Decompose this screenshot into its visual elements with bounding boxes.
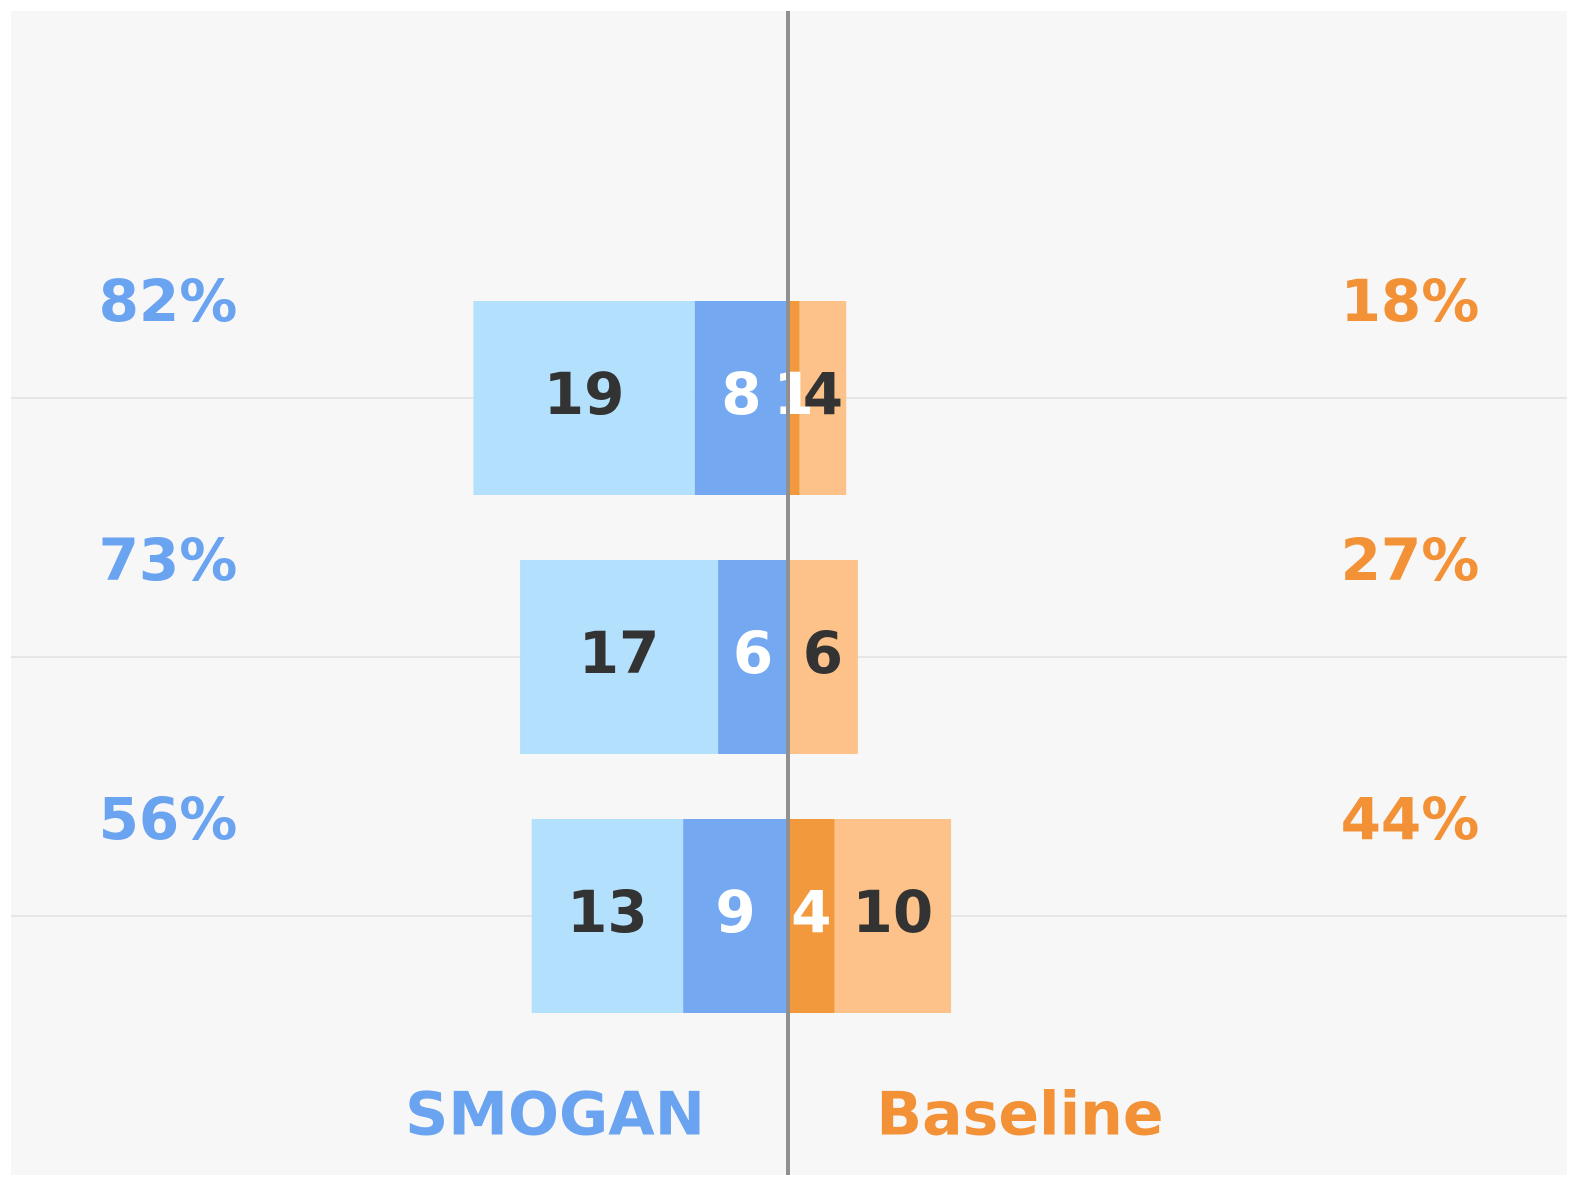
value-label-smogan-dark-row-1: 8 bbox=[721, 360, 761, 428]
bar-baseline-dark-row-1 bbox=[788, 301, 800, 495]
bar-baseline-light-row-1 bbox=[799, 301, 847, 495]
value-label-smogan-light-row-2: 17 bbox=[579, 619, 660, 687]
value-label-baseline-dark-row-1: 1 bbox=[774, 360, 814, 428]
baseline-percent-row-1: 18% bbox=[1341, 267, 1480, 335]
smogan-percent-row-2: 73% bbox=[99, 526, 238, 594]
baseline-percent-row-3: 44% bbox=[1341, 785, 1480, 853]
bar-smogan-dark-row-1 bbox=[694, 301, 788, 495]
value-label-smogan-dark-row-3: 9 bbox=[715, 878, 755, 946]
bar-baseline-dark-row-3 bbox=[788, 819, 835, 1013]
value-label-smogan-light-row-1: 19 bbox=[544, 360, 625, 428]
value-label-baseline-light-row-1: 4 bbox=[803, 360, 843, 428]
group-label-smogan: SMOGAN bbox=[405, 1080, 705, 1150]
bar-baseline-light-row-2 bbox=[788, 560, 858, 754]
bar-smogan-dark-row-2 bbox=[718, 560, 788, 754]
value-label-smogan-light-row-3: 13 bbox=[567, 878, 648, 946]
bar-baseline-light-row-3 bbox=[834, 819, 952, 1013]
smogan-percent-row-1: 82% bbox=[99, 267, 238, 335]
value-label-baseline-light-row-2: 6 bbox=[803, 619, 843, 687]
group-label-baseline: Baseline bbox=[876, 1080, 1163, 1150]
baseline-percent-row-2: 27% bbox=[1341, 526, 1480, 594]
bar-smogan-dark-row-3 bbox=[683, 819, 788, 1013]
value-label-baseline-dark-row-3: 4 bbox=[791, 878, 831, 946]
value-label-baseline-light-row-3: 10 bbox=[852, 878, 933, 946]
bar-smogan-light-row-1 bbox=[473, 301, 695, 495]
bar-smogan-light-row-2 bbox=[520, 560, 719, 754]
bar-smogan-light-row-3 bbox=[531, 819, 684, 1013]
smogan-percent-row-3: 56% bbox=[99, 785, 238, 853]
value-label-smogan-dark-row-2: 6 bbox=[733, 619, 773, 687]
